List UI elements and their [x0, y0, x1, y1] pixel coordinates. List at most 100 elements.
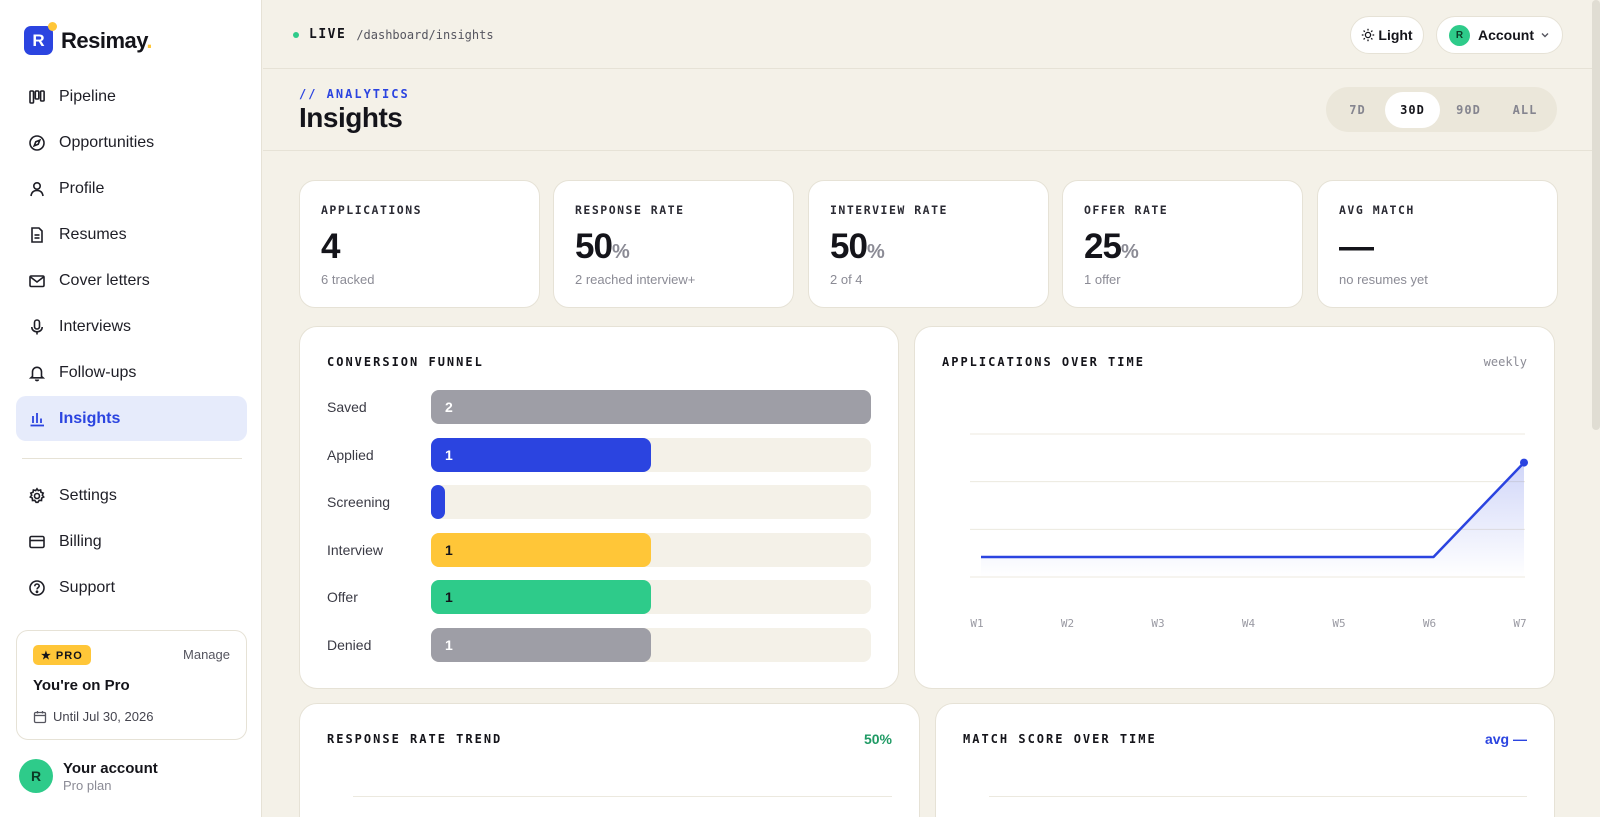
- stat-subtext: 2 reached interview+: [575, 272, 696, 287]
- sidebar-account[interactable]: R Your account Pro plan: [19, 759, 158, 793]
- theme-toggle-button[interactable]: Light: [1350, 16, 1424, 54]
- stat-label: INTERVIEW RATE: [830, 203, 948, 217]
- page-scrollbar[interactable]: [1592, 0, 1600, 430]
- chevron-down-icon: [1541, 33, 1549, 38]
- funnel-bar-value: 1: [445, 589, 453, 606]
- live-label: LIVE: [309, 27, 347, 42]
- avg-match-indicator: avg —: [1484, 731, 1527, 747]
- sidebar-item-cover-letters[interactable]: Cover letters: [16, 258, 247, 303]
- funnel-bar: 1: [431, 580, 651, 615]
- funnel-track: 2: [431, 390, 871, 424]
- manage-plan-link[interactable]: Manage: [183, 647, 230, 662]
- funnel-bar-value: 2: [445, 399, 453, 415]
- sidebar-item-interviews[interactable]: Interviews: [16, 304, 247, 349]
- sidebar-item-opportunities[interactable]: Opportunities: [16, 120, 247, 165]
- page-eyebrow: // ANALYTICS: [299, 87, 410, 101]
- help-circle-icon: [28, 579, 46, 597]
- funnel-row: Screening: [327, 485, 873, 520]
- sidebar-nav-main: Pipeline Opportunities Profile Resumes C…: [16, 74, 247, 442]
- avatar: R: [1449, 24, 1470, 46]
- panel-title: APPLICATIONS OVER TIME: [942, 355, 1145, 369]
- sidebar-item-billing[interactable]: Billing: [16, 519, 247, 564]
- funnel-bar: 2: [431, 390, 871, 424]
- sidebar-item-label: Insights: [59, 409, 121, 427]
- page-header: // ANALYTICS Insights 7D 30D 90D ALL: [263, 70, 1600, 151]
- stat-subtext: 2 of 4: [830, 272, 863, 287]
- brand-name: Resimay.: [61, 27, 152, 53]
- sidebar-item-insights[interactable]: Insights: [16, 396, 247, 441]
- x-axis-tick-label: W3: [1151, 617, 1164, 630]
- chart-point[interactable]: [1520, 458, 1528, 467]
- funnel-row: Denied 1: [327, 628, 873, 662]
- sidebar-item-pipeline[interactable]: Pipeline: [16, 74, 247, 119]
- topbar: LIVE /dashboard/insights Light R Account: [263, 0, 1600, 69]
- sidebar-item-support[interactable]: Support: [16, 565, 247, 610]
- funnel-row: Saved 2: [327, 390, 873, 424]
- funnel-bar: 1: [431, 437, 651, 472]
- stat-value: 25%: [1084, 227, 1139, 266]
- live-status-dot: [293, 31, 299, 38]
- plan-expiry: Until Jul 30, 2026: [33, 709, 153, 724]
- bar-chart-icon: [28, 410, 46, 428]
- sidebar-item-label: Billing: [59, 532, 102, 550]
- sidebar: R Resimay. Pipeline Opportunities Profil…: [0, 0, 262, 817]
- funnel-bar: [431, 485, 445, 520]
- chart-gridline: [353, 796, 892, 797]
- stat-subtext: 1 offer: [1084, 272, 1121, 287]
- funnel-label: Denied: [327, 637, 372, 653]
- document-icon: [28, 226, 46, 244]
- stat-label: APPLICATIONS: [321, 203, 423, 217]
- stat-label: AVG MATCH: [1339, 203, 1415, 217]
- applications-over-time-panel: APPLICATIONS OVER TIME weekly W1 W2 W3 W4 W5…: [914, 326, 1555, 689]
- live-breadcrumb: LIVE /dashboard/insights: [293, 27, 494, 42]
- brand-logo[interactable]: R Resimay.: [24, 22, 152, 55]
- bell-icon: [28, 364, 46, 382]
- funnel-row: Applied 1: [327, 437, 873, 472]
- account-menu-button[interactable]: R Account: [1436, 16, 1563, 54]
- sidebar-item-label: Opportunities: [59, 133, 155, 151]
- stat-card-offer-rate: OFFER RATE 25% 1 offer: [1062, 180, 1303, 308]
- range-30d-button[interactable]: 30D: [1385, 91, 1441, 128]
- x-axis-tick-label: W4: [1242, 617, 1256, 630]
- stat-subtext: no resumes yet: [1339, 272, 1428, 287]
- panel-title: CONVERSION FUNNEL: [327, 355, 484, 369]
- gear-icon: [28, 486, 46, 505]
- plan-card: ★ PRO Manage You're on Pro Until Jul 30,…: [16, 630, 247, 740]
- date-range-selector: 7D 30D 90D ALL: [1326, 87, 1557, 132]
- stat-value: 50%: [575, 227, 630, 266]
- sidebar-item-follow-ups[interactable]: Follow-ups: [16, 350, 247, 395]
- plan-expiry-text: Until Jul 30, 2026: [53, 709, 154, 724]
- x-axis-tick-label: W7: [1513, 617, 1526, 630]
- breadcrumb-path: /dashboard/insights: [356, 27, 494, 42]
- applications-line-chart: W1 W2 W3 W4 W5 W6 W7: [970, 433, 1528, 630]
- sidebar-divider: [22, 458, 242, 459]
- range-all-button[interactable]: ALL: [1512, 102, 1538, 117]
- stat-card-response-rate: RESPONSE RATE 50% 2 reached interview+: [553, 180, 794, 308]
- funnel-bar-value: 1: [445, 446, 453, 463]
- stat-value: 4: [321, 227, 340, 266]
- sidebar-item-label: Pipeline: [59, 87, 116, 105]
- panel-title: RESPONSE RATE TREND: [327, 732, 503, 746]
- sidebar-item-label: Support: [59, 578, 116, 596]
- funnel-bar-value: 1: [445, 541, 453, 558]
- sidebar-item-label: Cover letters: [59, 271, 150, 289]
- sun-icon: [1362, 28, 1375, 42]
- sidebar-item-resumes[interactable]: Resumes: [16, 212, 247, 257]
- page-title: Insights: [299, 102, 403, 133]
- funnel-bar: 1: [431, 628, 651, 662]
- mail-icon: [28, 272, 46, 290]
- chart-series-line: [981, 461, 1525, 559]
- funnel-label: Interview: [327, 541, 384, 558]
- stat-label: RESPONSE RATE: [575, 203, 685, 217]
- range-90d-button[interactable]: 90D: [1456, 102, 1481, 117]
- funnel-track: 1: [431, 628, 871, 662]
- funnel-label: Applied: [327, 446, 374, 463]
- plan-title: You're on Pro: [33, 677, 130, 694]
- range-7d-button[interactable]: 7D: [1349, 102, 1366, 117]
- funnel-row: Interview 1: [327, 532, 873, 567]
- sidebar-item-settings[interactable]: Settings: [16, 473, 247, 518]
- funnel-label: Offer: [327, 589, 358, 606]
- funnel-track: [431, 485, 871, 520]
- funnel-track: 1: [431, 437, 871, 472]
- sidebar-item-profile[interactable]: Profile: [16, 166, 247, 211]
